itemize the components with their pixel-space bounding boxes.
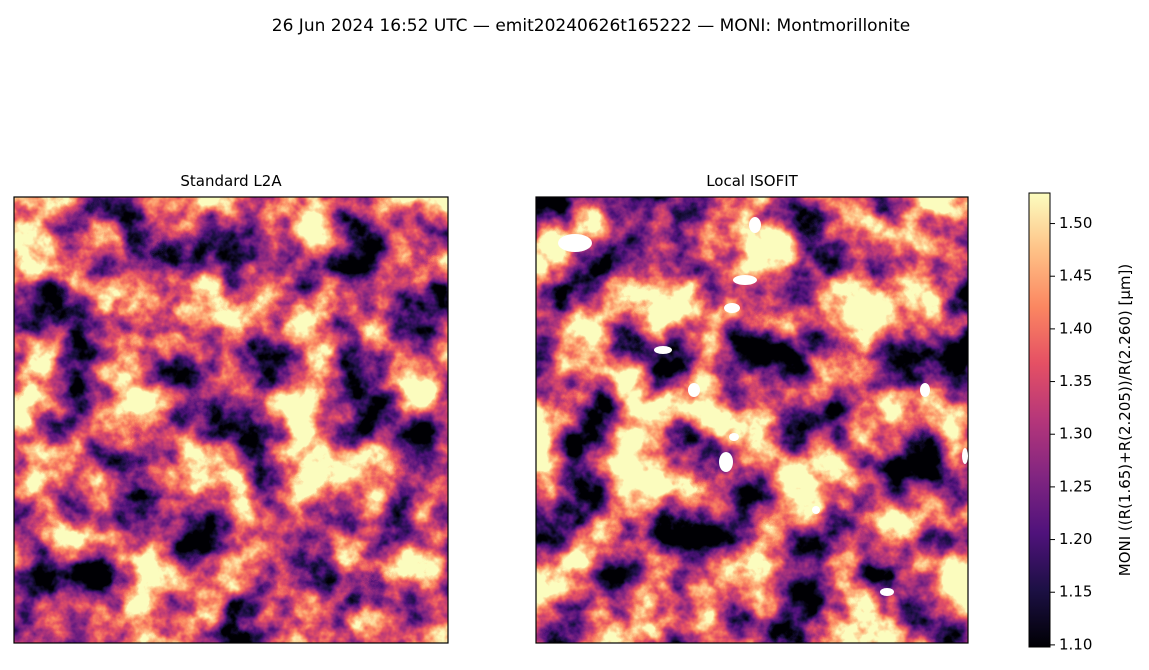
colorbar [1028, 192, 1051, 648]
tick-label: 1.35 [1059, 372, 1092, 390]
masked-pixels [558, 217, 968, 596]
raster-image [14, 197, 448, 643]
tick-label: 1.10 [1059, 635, 1092, 653]
raster-image [536, 197, 968, 643]
tick-label: 1.15 [1059, 583, 1092, 601]
colorbar-label: MONI ((R(1.65)+R(2.205))/R(2.260) [µm]) [1116, 264, 1134, 576]
tick-label: 1.20 [1059, 530, 1092, 548]
tick-label: 1.50 [1059, 214, 1092, 232]
tick-label: 1.30 [1059, 425, 1092, 443]
panel-frame [13, 196, 449, 644]
tick-label: 1.25 [1059, 477, 1092, 495]
figure-title: 26 Jun 2024 16:52 UTC — emit20240626t165… [272, 16, 910, 36]
tick-label: 1.40 [1059, 319, 1092, 337]
panel-frame [535, 196, 969, 644]
panel-title: Local ISOFIT [706, 172, 798, 190]
panel-title: Standard L2A [180, 172, 282, 190]
tick-label: 1.45 [1059, 267, 1092, 285]
